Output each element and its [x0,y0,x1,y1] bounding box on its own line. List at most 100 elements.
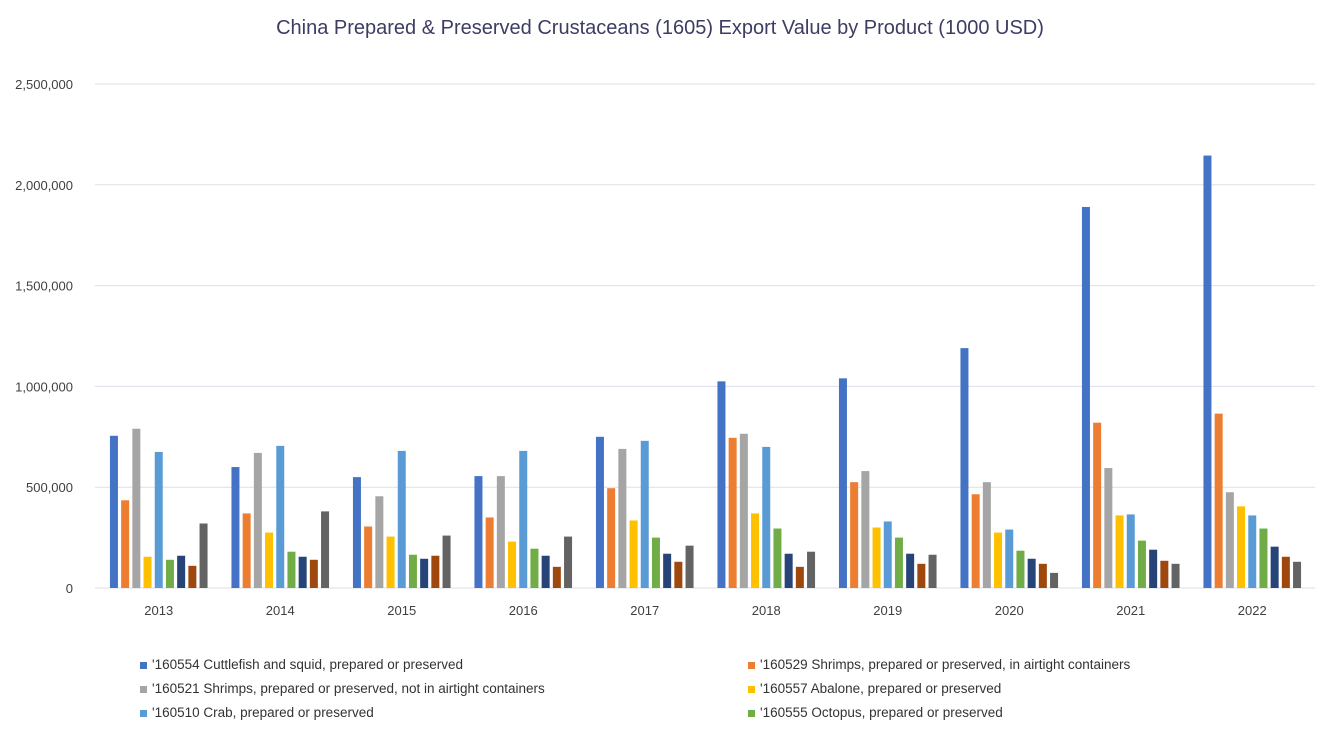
bar-2018-s8 [795,566,804,588]
chart-title: China Prepared & Preserved Crustaceans (… [276,17,1044,39]
legend-label: '160521 Shrimps, prepared or preserved, … [152,681,545,696]
bar-2015-s6 [408,554,417,588]
x-tick-label: 2019 [873,603,902,618]
bar-2013-s9 [199,523,208,588]
bar-2022-s5 [1248,515,1257,588]
bar-2021-s4 [1115,515,1124,588]
x-tick-label: 2021 [1116,603,1145,618]
bar-2020-s2 [971,494,980,588]
y-tick-label: 1,500,000 [15,279,73,294]
bar-2019-s9 [928,554,937,588]
bar-2022-s2 [1214,413,1223,588]
bar-2021-s3 [1104,468,1113,588]
bar-2013-s8 [188,565,197,588]
bar-2017-s5 [640,440,649,588]
bar-2017-s3 [618,448,627,588]
x-tick-label: 2017 [630,603,659,618]
bar-2018-s2 [728,437,737,588]
bar-2016-s7 [541,555,550,588]
bar-2020-s7 [1027,558,1036,588]
bar-2017-s4 [629,520,638,588]
bar-2019-s1 [838,378,847,588]
bar-2022-s9 [1293,561,1302,588]
bar-2022-s4 [1237,506,1246,588]
legend: '160554 Cuttlefish and squid, prepared o… [140,657,1131,720]
bar-2015-s5 [397,450,406,588]
bar-2020-s5 [1005,529,1014,588]
bar-2013-s6 [165,559,174,588]
bar-2018-s7 [784,553,793,588]
y-tick-label: 2,000,000 [15,178,73,193]
bar-2017-s1 [595,436,604,588]
bar-2020-s6 [1016,550,1025,588]
bar-2022-s6 [1259,528,1268,588]
bars [109,155,1302,589]
legend-swatch [748,686,755,693]
legend-label: '160554 Cuttlefish and squid, prepared o… [152,657,463,672]
bar-2018-s4 [751,513,760,588]
x-tick-label: 2013 [144,603,173,618]
bar-2017-s2 [607,488,616,588]
bar-2018-s5 [762,446,771,588]
x-tick-label: 2018 [752,603,781,618]
bar-2018-s3 [739,433,748,588]
bar-2017-s6 [651,537,660,588]
bar-2015-s2 [364,526,373,588]
bar-2013-s5 [154,451,163,588]
bar-2021-s1 [1081,206,1090,589]
legend-swatch [140,710,147,717]
bar-2021-s5 [1126,514,1135,588]
bar-2021-s9 [1171,563,1180,588]
bar-2016-s2 [485,517,494,588]
x-tick-label: 2015 [387,603,416,618]
y-tick-label: 1,000,000 [15,379,73,394]
bar-2021-s8 [1160,560,1169,588]
bar-2017-s7 [663,553,672,588]
bar-2019-s6 [894,537,903,588]
bar-2013-s2 [121,500,130,588]
legend-label: '160557 Abalone, prepared or preserved [760,681,1001,696]
bar-2017-s8 [674,561,683,588]
bar-2018-s9 [807,551,816,588]
bar-2014-s9 [321,511,330,588]
bar-2014-s3 [253,452,262,588]
x-tick-label: 2020 [995,603,1024,618]
bar-2014-s7 [298,556,307,588]
bar-2014-s1 [231,467,240,588]
bar-2015-s1 [352,477,361,588]
bar-2020-s9 [1050,572,1059,588]
legend-label: '160510 Crab, prepared or preserved [152,705,374,720]
legend-swatch [748,662,755,669]
bar-2014-s5 [276,445,285,588]
bar-2022-s8 [1281,556,1290,588]
bar-2020-s8 [1038,563,1047,588]
y-tick-label: 2,500,000 [15,77,73,92]
bar-2013-s4 [143,556,152,588]
bar-2015-s9 [442,535,451,588]
bar-2019-s8 [917,563,926,588]
y-axis-ticks: 0 500,000 1,000,000 1,500,000 2,000,000 2,500… [15,77,73,596]
bar-2016-s9 [564,536,573,588]
legend-label: '160555 Octopus, prepared or preserved [760,705,1003,720]
bar-2015-s3 [375,496,384,588]
bar-2015-s7 [420,558,429,588]
bar-2021-s7 [1149,549,1158,588]
bar-2022-s1 [1203,155,1212,588]
bar-2019-s2 [850,482,859,588]
bar-2022-s7 [1270,546,1279,588]
bar-2017-s9 [685,545,694,588]
bar-2014-s6 [287,551,296,588]
bar-2019-s4 [872,527,881,588]
bar-2021-s6 [1137,540,1146,588]
bar-2014-s8 [309,559,318,588]
bar-2020-s1 [960,348,969,588]
legend-swatch [748,710,755,717]
legend-label: '160529 Shrimps, prepared or preserved, … [760,657,1131,672]
bar-2016-s6 [530,548,539,588]
bar-2015-s4 [386,536,395,588]
bar-2016-s5 [519,450,528,588]
bar-2014-s4 [265,532,274,588]
bar-2016-s8 [552,566,561,588]
bar-2019-s3 [861,471,870,588]
